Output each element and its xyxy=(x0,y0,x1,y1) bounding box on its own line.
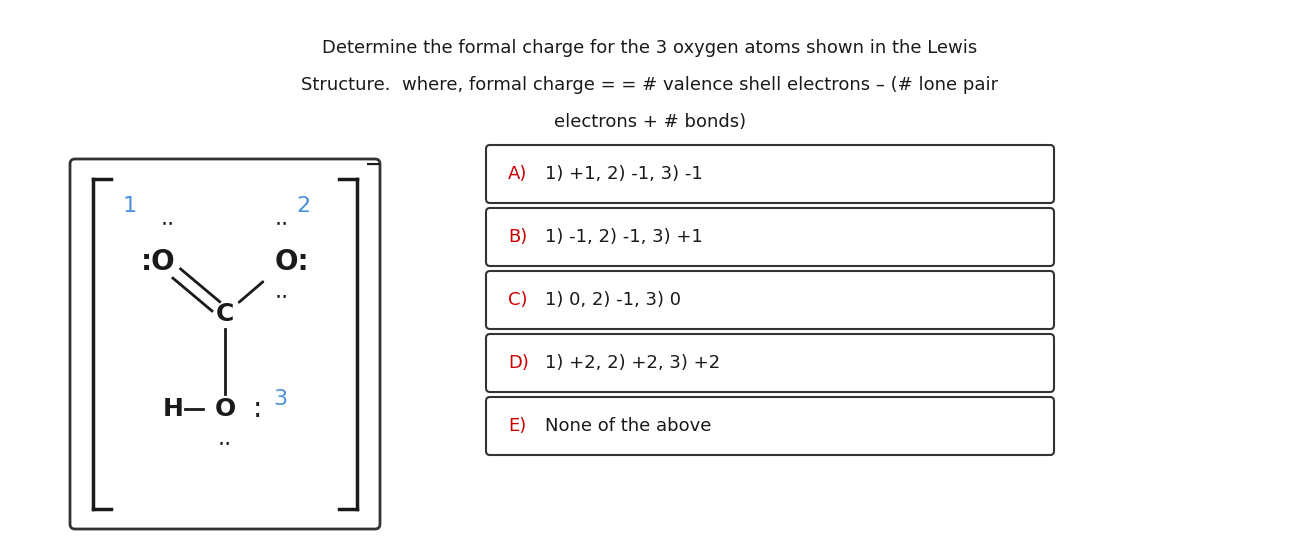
Text: A): A) xyxy=(508,165,528,183)
Text: −: − xyxy=(365,155,381,174)
Text: ⋅⋅: ⋅⋅ xyxy=(274,287,289,307)
FancyBboxPatch shape xyxy=(486,208,1054,266)
Text: 2: 2 xyxy=(296,196,311,216)
Text: D): D) xyxy=(508,354,529,372)
FancyBboxPatch shape xyxy=(486,334,1054,392)
Text: E): E) xyxy=(508,417,526,435)
Text: 1) 0, 2) -1, 3) 0: 1) 0, 2) -1, 3) 0 xyxy=(545,291,681,309)
FancyBboxPatch shape xyxy=(486,397,1054,455)
Text: Determine the formal charge for the 3 oxygen atoms shown in the Lewis: Determine the formal charge for the 3 ox… xyxy=(322,39,978,57)
Text: 1) +2, 2) +2, 3) +2: 1) +2, 2) +2, 3) +2 xyxy=(545,354,720,372)
FancyBboxPatch shape xyxy=(70,159,380,529)
Text: :O: :O xyxy=(140,248,176,276)
Text: C): C) xyxy=(508,291,528,309)
Text: O: O xyxy=(214,397,235,421)
FancyBboxPatch shape xyxy=(486,271,1054,329)
Text: 1) +1, 2) -1, 3) -1: 1) +1, 2) -1, 3) -1 xyxy=(545,165,703,183)
Text: ⋅⋅: ⋅⋅ xyxy=(274,214,289,234)
Text: 1: 1 xyxy=(124,196,136,216)
Text: ⋅⋅: ⋅⋅ xyxy=(218,434,233,454)
Text: B): B) xyxy=(508,228,528,246)
Text: H: H xyxy=(162,397,183,421)
Text: O:: O: xyxy=(274,248,309,276)
Text: :: : xyxy=(252,395,261,423)
FancyBboxPatch shape xyxy=(486,145,1054,203)
Text: C: C xyxy=(216,302,234,326)
Text: 3: 3 xyxy=(273,389,287,409)
Text: Structure.  where, formal charge = = # valence shell electrons – (# lone pair: Structure. where, formal charge = = # va… xyxy=(302,76,998,94)
Text: None of the above: None of the above xyxy=(545,417,711,435)
Text: 1) -1, 2) -1, 3) +1: 1) -1, 2) -1, 3) +1 xyxy=(545,228,703,246)
Text: electrons + # bonds): electrons + # bonds) xyxy=(554,113,746,131)
Text: ⋅⋅: ⋅⋅ xyxy=(161,214,176,234)
